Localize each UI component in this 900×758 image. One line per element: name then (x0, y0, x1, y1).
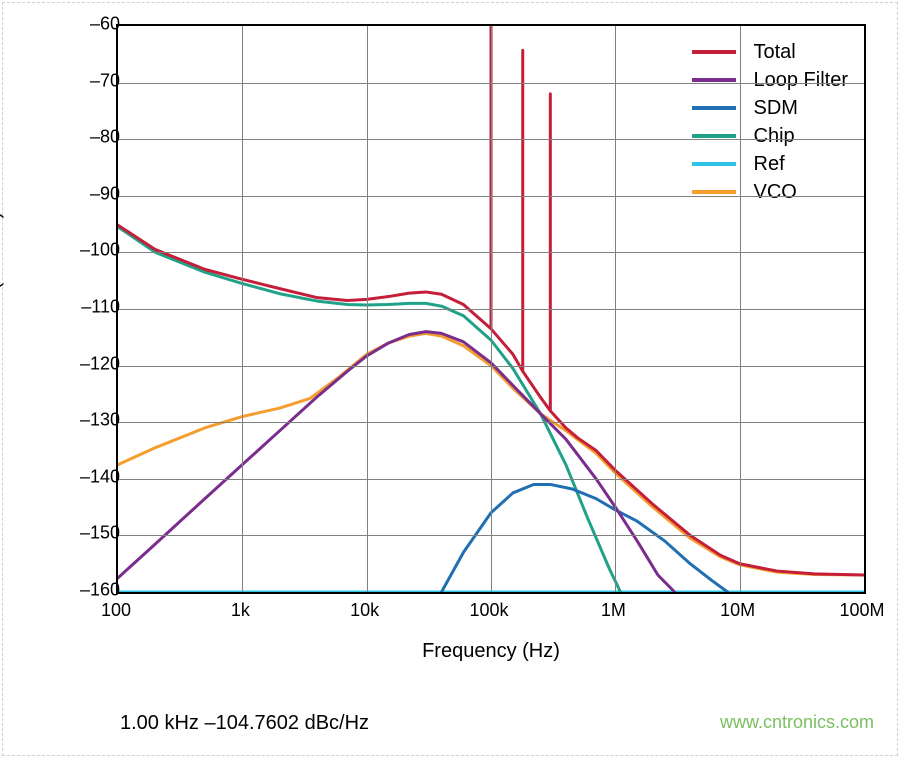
legend: Total Loop Filter SDM Chip Ref VCO (682, 32, 859, 212)
y-tick-label: –70 (40, 70, 120, 91)
x-tick-label: 100 (101, 600, 131, 621)
y-tick-label: –160 (40, 580, 120, 601)
y-tick-label: –60 (40, 14, 120, 35)
legend-swatch (692, 78, 736, 82)
gridline-vertical (367, 26, 368, 592)
legend-item: VCO (692, 178, 849, 206)
legend-swatch (692, 162, 736, 166)
y-tick-label: –90 (40, 183, 120, 204)
y-tick-label: –140 (40, 466, 120, 487)
legend-item: Chip (692, 122, 849, 150)
legend-item: Total (692, 38, 849, 66)
gridline-vertical (242, 26, 243, 592)
gridline-vertical (491, 26, 492, 592)
legend-swatch (692, 190, 736, 194)
y-tick-label: –80 (40, 127, 120, 148)
series-line (442, 484, 728, 592)
x-tick-label: 100M (839, 600, 884, 621)
y-tick-label: –100 (40, 240, 120, 261)
legend-label: Total (754, 41, 796, 64)
legend-label: SDM (754, 97, 798, 120)
legend-swatch (692, 50, 736, 54)
series-line (118, 227, 620, 592)
y-tick-label: –150 (40, 523, 120, 544)
legend-label: Loop Filter (754, 69, 849, 92)
x-tick-label: 1k (231, 600, 250, 621)
y-tick-label: –120 (40, 353, 120, 374)
x-tick-label: 100k (469, 600, 508, 621)
legend-swatch (692, 106, 736, 110)
gridline-vertical (615, 26, 616, 592)
x-tick-label: 10M (720, 600, 755, 621)
legend-item: Ref (692, 150, 849, 178)
y-axis-label: Phase Noise (dBc/Hz) (0, 212, 6, 409)
legend-label: VCO (754, 181, 797, 204)
x-axis-label: Frequency (Hz) (422, 640, 560, 663)
y-tick-label: –110 (40, 297, 120, 318)
x-tick-label: 1M (601, 600, 626, 621)
phase-noise-chart: Phase Noise (dBc/Hz) Frequency (Hz) Tota… (20, 10, 880, 690)
series-line (118, 332, 675, 592)
x-tick-label: 10k (350, 600, 379, 621)
watermark: www.cntronics.com (720, 712, 874, 733)
legend-swatch (692, 134, 736, 138)
y-tick-label: –130 (40, 410, 120, 431)
legend-label: Chip (754, 125, 795, 148)
legend-label: Ref (754, 153, 785, 176)
footer-readout: 1.00 kHz –104.7602 dBc/Hz (120, 712, 369, 735)
legend-item: Loop Filter (692, 66, 849, 94)
gridline-vertical (740, 26, 741, 592)
legend-item: SDM (692, 94, 849, 122)
plot-area: Total Loop Filter SDM Chip Ref VCO (116, 24, 866, 594)
